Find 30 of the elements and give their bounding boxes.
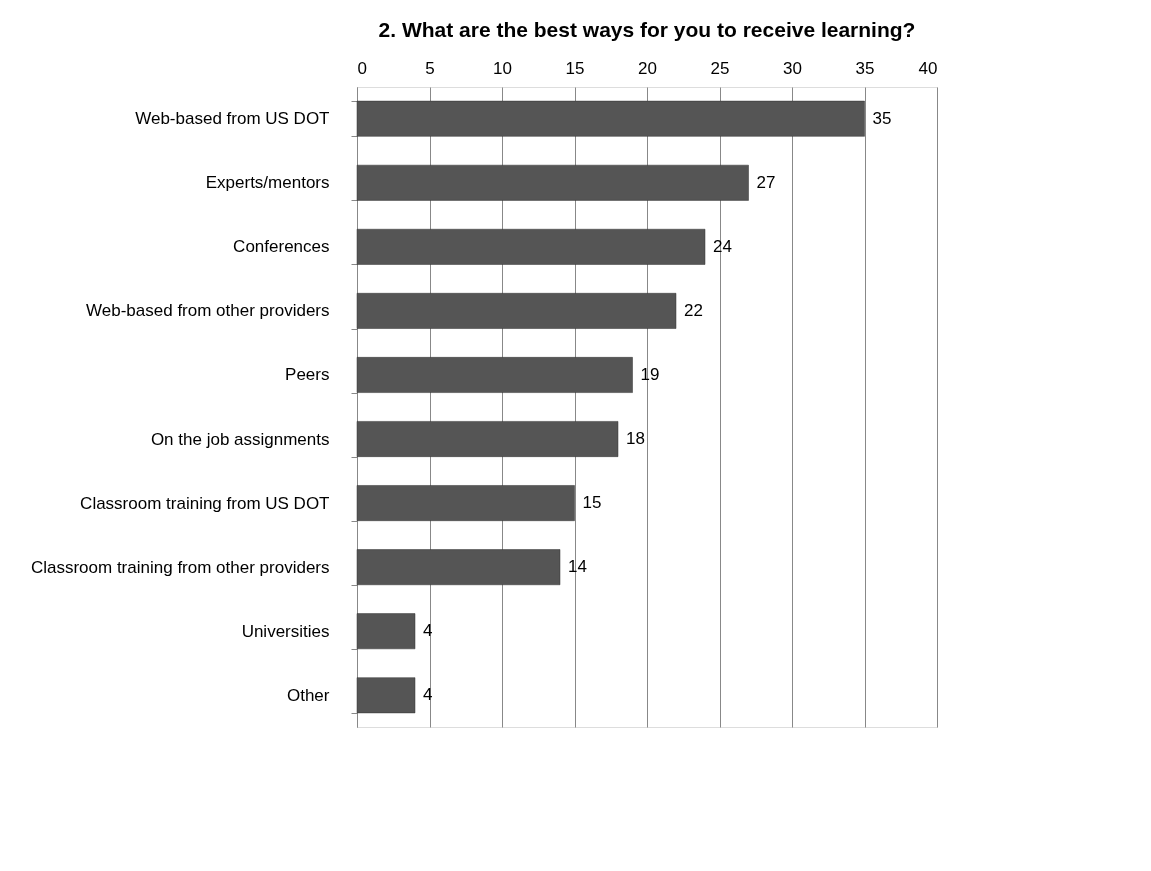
- x-tick-label: 0: [357, 58, 367, 78]
- data-label: 27: [756, 172, 776, 192]
- data-label: 19: [640, 364, 660, 384]
- x-tick-label: 15: [565, 58, 585, 78]
- y-tick-label: Other: [286, 685, 330, 705]
- y-tick-label: Experts/mentors: [205, 173, 330, 193]
- data-label: 14: [568, 557, 587, 577]
- y-tick-label: Universities: [241, 621, 330, 641]
- y-tick-label: Conferences: [233, 237, 330, 257]
- x-tick-label: 10: [493, 58, 512, 78]
- y-tick-label: Classroom training from US DOT: [80, 493, 330, 513]
- x-tick-label: 35: [855, 58, 875, 78]
- x-tick-label: 5: [425, 58, 435, 78]
- x-tick-label: 20: [638, 58, 657, 78]
- y-tick-label: Web-based from US DOT: [135, 109, 330, 129]
- x-tick-label: 25: [710, 58, 730, 78]
- x-tick-label: 40: [918, 58, 938, 78]
- data-label: 22: [684, 300, 703, 320]
- y-tick-label: Web-based from other providers: [86, 301, 330, 321]
- data-label: 24: [713, 236, 732, 256]
- data-label: 18: [626, 429, 645, 449]
- y-tick-label: On the job assignments: [150, 429, 330, 449]
- chart-title: 2. What are the best ways for you to receive learning?: [378, 18, 916, 41]
- data-label: 4: [423, 685, 433, 705]
- x-tick-label: 30: [783, 58, 802, 78]
- data-label: 15: [582, 493, 602, 513]
- y-tick-label: Peers: [285, 365, 330, 385]
- data-label: 4: [423, 621, 433, 641]
- data-label: 35: [872, 108, 892, 128]
- y-tick-label: Classroom training from other providers: [30, 557, 330, 577]
